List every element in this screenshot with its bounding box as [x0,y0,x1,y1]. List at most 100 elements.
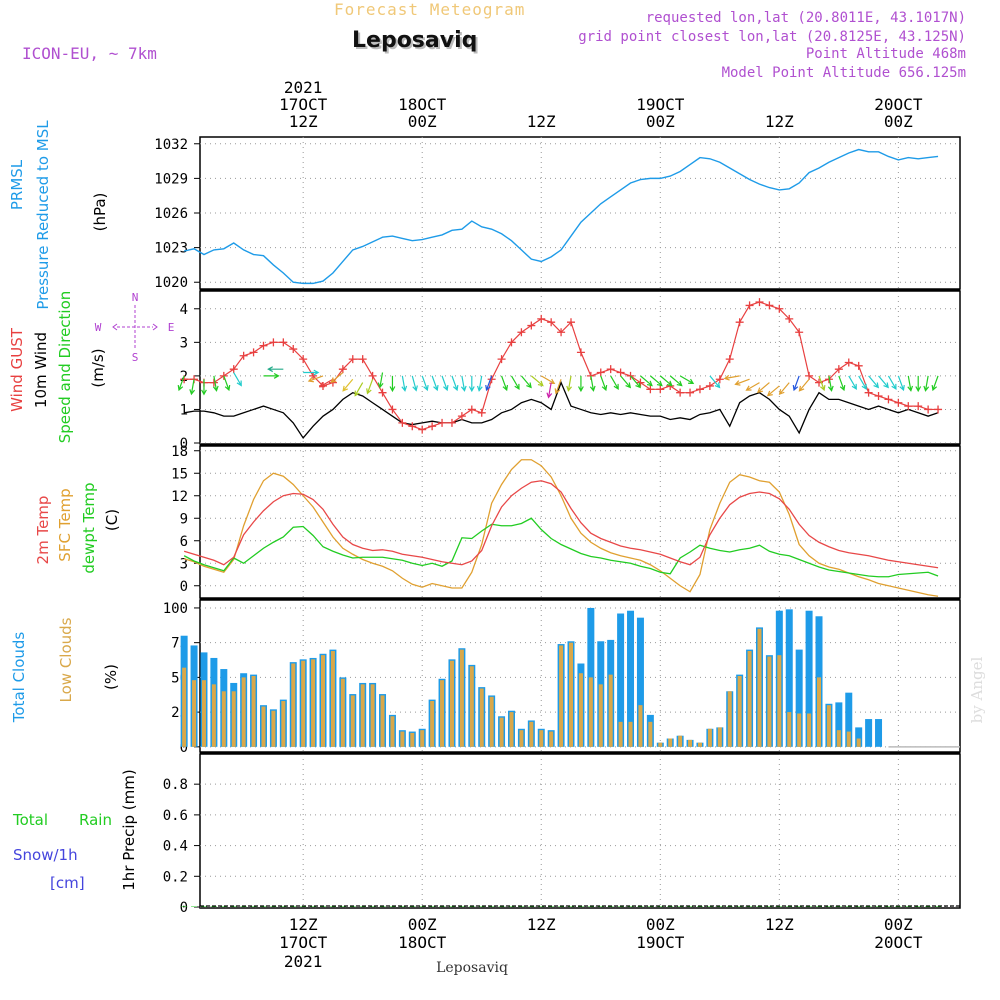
rain-bar [220,906,227,907]
sfc-temp-label: SFC Temp [56,488,74,561]
y-tick-label: 12 [171,489,188,505]
wind-gust-marker [557,328,566,337]
rain-bar [845,906,852,907]
wind-direction-arrow [630,375,641,389]
wind-gust-marker [676,388,685,397]
wind-direction-arrow [818,375,826,392]
low-clouds-bar [658,742,663,747]
wind-direction-arrow [915,375,922,393]
rain-bar [399,906,406,907]
low-clouds-bar [261,706,266,747]
wind-gust-marker [428,422,437,431]
wind-gust-marker [596,368,605,377]
compass-east: E [168,321,175,334]
wind-gust-marker [467,405,476,414]
rain-bar [696,906,703,907]
wind-gust-marker [517,328,526,337]
low-clouds-bar [201,680,206,747]
model-name: ICON-EU, ~ 7km [22,44,157,63]
top-axis-date: 20OCT [874,95,923,114]
wind-direction-arrow [827,375,834,392]
wind-gust-marker [844,358,853,367]
wind-direction-arrow [878,375,889,389]
wind-direction-arrow [307,375,324,383]
wind10m-line [184,380,939,440]
wind-gust-marker [725,355,734,364]
low-clouds-bar [469,666,474,747]
low-clouds-bar [231,691,236,747]
wind-direction-arrow [620,375,632,389]
y-tick-label: 0.2 [163,869,188,885]
model-point-altitude: Model Point Altitude 656.125m [721,65,966,81]
top-axis-date: 19OCT [636,95,685,114]
wind-gust-marker [289,345,298,354]
rain-bar [647,906,654,907]
rain-bar [270,906,277,907]
panel-frame-wind [199,290,961,445]
low-clouds-bar [836,730,841,747]
wind-direction-arrow [540,375,556,385]
wind-gust-marker [705,381,714,390]
meteogram-title: Forecast Meteogram [334,0,526,19]
snow-unit-label: [cm] [50,874,85,892]
rain-bar [716,906,723,907]
rain-bar [488,906,495,907]
rain-bar [468,906,475,907]
compass-north: N [132,291,139,304]
wind-gust-marker [755,298,764,307]
wind-gust-marker [547,318,556,327]
rain-bar [786,906,793,907]
bottom-axis-date: 20OCT [874,933,923,952]
wind-gust-marker [914,402,923,411]
rain-bar [835,906,842,907]
y-tick-label: 6 [180,534,188,550]
rain-bar [439,906,446,907]
grid-point-coords: grid point closest lon,lat (20.8125E, 43… [578,29,966,45]
wind-gust-marker [864,388,873,397]
low-clouds-bar [618,721,623,747]
rain-bar [756,906,763,907]
rain-bar [855,906,862,907]
sfc-temp-line [183,459,939,597]
wind-direction-arrow [669,375,683,387]
wind-gust-marker [686,388,695,397]
low-clouds-bar [449,660,454,747]
wind-gust-marker [795,328,804,337]
low-clouds-bar [400,731,405,747]
wind-unit-label: (m/s) [89,348,107,387]
rain-bar [181,906,188,907]
rain-bar [935,906,942,907]
low-clouds-bar [410,732,415,747]
temp-2m-line [183,480,939,569]
compass-arrowheads [112,323,158,331]
low-clouds-bar [826,705,831,747]
wind-gust-marker [457,412,466,421]
pressure-label-msl: Pressure Reduced to MSL [34,120,52,310]
wind-direction-arrow [330,372,344,383]
wind-gust-marker [358,355,367,364]
low-clouds-bar [856,738,861,747]
wind10m-label: 10m Wind [32,332,50,408]
wind-gust-marker [745,301,754,310]
rain-label-total: Total [12,811,48,829]
low-clouds-bar [360,684,365,747]
requested-coords: requested lon,lat (20.8011E, 43.1017N) [645,10,966,26]
rain-bar [310,906,317,907]
low-clouds-bar [499,717,504,747]
wind-gust-marker [368,371,377,380]
total-clouds-bar [805,610,813,747]
wind-direction-arrow [923,375,930,392]
temp-unit-label: (C) [103,509,121,531]
low-clouds-bar [777,655,782,747]
rain-bar [687,906,694,907]
y-tick-label: 4 [180,302,188,318]
wind-direction-arrow [177,375,185,392]
rain-bar [796,906,803,907]
wind-gust-marker [269,338,278,347]
rain-bar [587,906,594,907]
bottom-axis-hour: 00Z [408,915,437,934]
wind-direction-arrow [354,382,364,397]
wind-gust-marker [904,402,913,411]
wind-gust-marker [338,365,347,374]
